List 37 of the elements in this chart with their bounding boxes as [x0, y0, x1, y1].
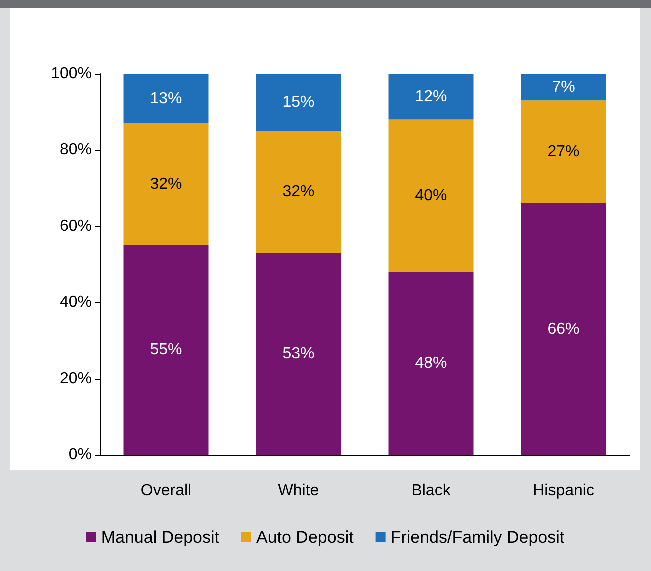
- bar: [521, 100, 606, 204]
- bar: [256, 253, 342, 455]
- x-tick-label: Hispanic: [533, 482, 594, 500]
- data-label: 53%: [282, 346, 315, 363]
- y-tick-label: 80%: [60, 142, 92, 159]
- bar: [124, 74, 209, 124]
- bar: [124, 124, 209, 246]
- bar: [388, 272, 474, 455]
- data-label: 27%: [548, 144, 580, 161]
- bar: [521, 74, 606, 101]
- data-label: 40%: [415, 187, 448, 204]
- data-label: 32%: [282, 184, 315, 201]
- data-label: 7%: [552, 78, 576, 96]
- bar: [521, 204, 606, 455]
- legend-label: Friends/Family Deposit: [390, 528, 565, 547]
- x-tick-label: White: [278, 482, 320, 500]
- bar: [124, 245, 209, 455]
- y-tick-label: 100%: [51, 66, 92, 82]
- data-label: 66%: [548, 320, 580, 338]
- y-tick-label: 0%: [68, 446, 92, 464]
- data-label: 48%: [415, 355, 448, 372]
- data-label: 32%: [150, 176, 182, 193]
- data-label: 13%: [150, 90, 182, 108]
- bar: [388, 74, 474, 120]
- x-tick-label: Overall: [140, 482, 192, 500]
- y-tick-label: 20%: [60, 370, 92, 388]
- data-label: 55%: [150, 342, 182, 359]
- y-tick-label: 40%: [60, 294, 92, 312]
- legend-label: Auto Deposit: [256, 528, 354, 547]
- data-label: 12%: [415, 88, 448, 106]
- legend-label: Manual Deposit: [101, 528, 220, 547]
- x-tick-label: Black: [412, 482, 452, 500]
- data-label: 15%: [282, 94, 315, 112]
- bar: [256, 131, 342, 254]
- bar: [388, 120, 474, 272]
- y-tick-label: 60%: [60, 218, 92, 235]
- bar: [256, 74, 342, 132]
